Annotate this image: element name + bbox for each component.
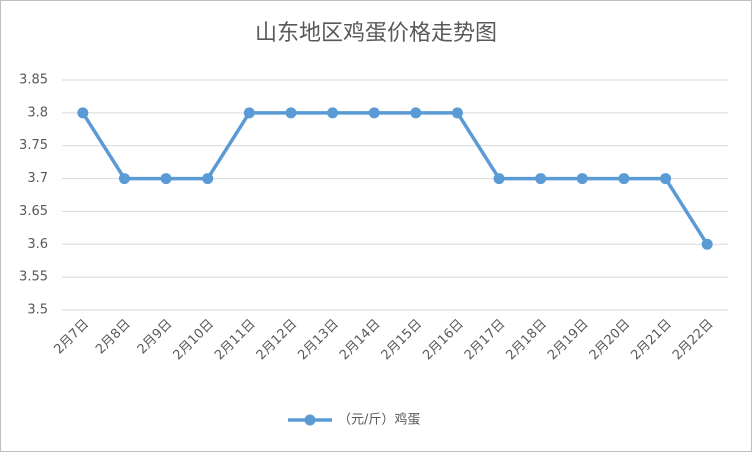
y-tick-label: 3.85 — [19, 73, 48, 88]
data-point — [202, 173, 214, 185]
y-tick-label: 3.75 — [19, 138, 48, 153]
data-point — [493, 173, 505, 185]
y-tick-label: 3.65 — [19, 204, 48, 219]
data-line — [81, 111, 709, 246]
data-point — [77, 107, 89, 119]
data-point — [576, 173, 588, 185]
data-point — [701, 238, 713, 250]
y-tick-label: 3.8 — [27, 105, 48, 120]
data-point — [327, 107, 339, 119]
data-point — [451, 107, 463, 119]
data-point — [618, 173, 630, 185]
data-point — [660, 173, 672, 185]
data-point — [118, 173, 130, 185]
data-point — [410, 107, 422, 119]
legend-label: （元/斤）鸡蛋 — [338, 412, 420, 428]
data-point — [285, 107, 297, 119]
chart-title: 山东地区鸡蛋价格走势图 — [255, 21, 497, 46]
data-point — [368, 107, 380, 119]
y-tick-label: 3.7 — [27, 171, 48, 186]
y-tick-label: 3.55 — [19, 270, 48, 285]
data-point — [160, 173, 172, 185]
data-point — [535, 173, 547, 185]
y-tick-label: 3.5 — [27, 303, 48, 318]
legend-marker — [304, 414, 316, 426]
y-tick-label: 3.6 — [27, 237, 48, 252]
data-point — [243, 107, 255, 119]
